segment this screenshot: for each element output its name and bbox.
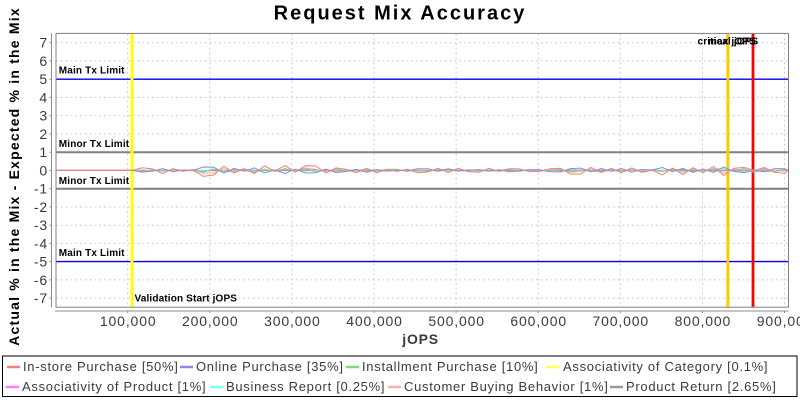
svg-text:-4: -4 [34, 235, 48, 251]
svg-text:-5: -5 [34, 254, 48, 270]
svg-text:300,000: 300,000 [264, 313, 321, 329]
svg-text:Product Return [2.65%]: Product Return [2.65%] [626, 379, 777, 394]
svg-text:Minor Tx Limit: Minor Tx Limit [59, 139, 130, 150]
svg-text:5: 5 [39, 71, 48, 87]
svg-text:Associativity of Category [0.1: Associativity of Category [0.1%] [563, 359, 768, 374]
svg-text:-2: -2 [34, 199, 48, 215]
svg-text:500,000: 500,000 [428, 313, 485, 329]
svg-text:900,000: 900,000 [757, 313, 800, 329]
svg-text:6: 6 [39, 53, 48, 69]
svg-text:0: 0 [39, 162, 48, 178]
svg-text:Request Mix Accuracy: Request Mix Accuracy [274, 3, 527, 25]
svg-text:400,000: 400,000 [346, 313, 403, 329]
svg-text:700,000: 700,000 [593, 313, 650, 329]
svg-text:-1: -1 [34, 181, 48, 197]
svg-text:Minor Tx Limit: Minor Tx Limit [59, 176, 130, 187]
svg-text:-6: -6 [34, 272, 48, 288]
svg-text:Main Tx Limit: Main Tx Limit [59, 66, 125, 77]
svg-text:-3: -3 [34, 217, 48, 233]
svg-text:1: 1 [39, 144, 48, 160]
svg-text:7: 7 [39, 35, 48, 51]
svg-text:800,000: 800,000 [675, 313, 732, 329]
svg-text:critical jOPS: critical jOPS [698, 36, 759, 47]
svg-text:Associativity of Product [1%]: Associativity of Product [1%] [22, 379, 206, 394]
svg-text:100,000: 100,000 [100, 313, 157, 329]
svg-text:Customer Buying Behavior [1%]: Customer Buying Behavior [1%] [404, 379, 609, 394]
svg-text:200,000: 200,000 [182, 313, 239, 329]
svg-text:Main Tx Limit: Main Tx Limit [59, 248, 125, 259]
svg-text:Installment Purchase [10%]: Installment Purchase [10%] [362, 359, 538, 374]
svg-text:Business Report [0.25%]: Business Report [0.25%] [226, 379, 385, 394]
svg-text:3: 3 [39, 108, 48, 124]
svg-text:max jOPS: max jOPS [708, 36, 756, 47]
svg-text:-7: -7 [34, 290, 48, 306]
svg-text:Actual % in the Mix - Expected: Actual % in the Mix - Expected % in the … [6, 7, 22, 346]
svg-text:Validation Start jOPS: Validation Start jOPS [135, 293, 238, 304]
svg-text:2: 2 [39, 126, 48, 142]
svg-text:jOPS: jOPS [401, 331, 439, 347]
svg-text:4: 4 [39, 89, 48, 105]
svg-text:Online Purchase [35%]: Online Purchase [35%] [196, 359, 344, 374]
svg-text:In-store Purchase [50%]: In-store Purchase [50%] [23, 359, 179, 374]
svg-text:600,000: 600,000 [510, 313, 567, 329]
